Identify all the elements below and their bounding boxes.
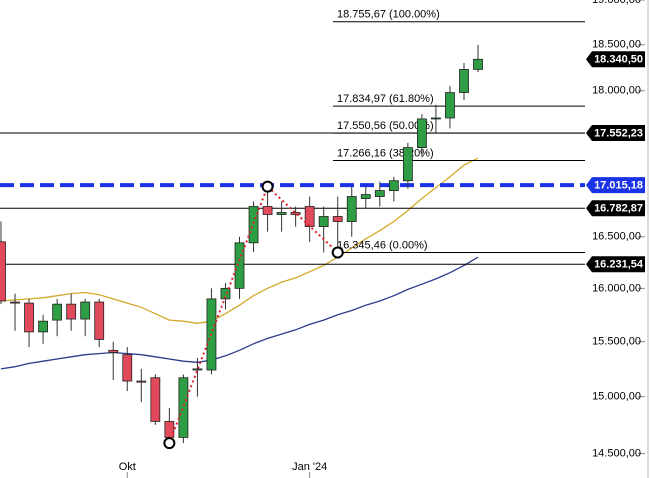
candle-body <box>318 216 329 227</box>
candle-body <box>220 287 231 300</box>
candle-body <box>178 377 189 438</box>
swing-point <box>331 246 344 259</box>
price-tag-label: 17.015,18 <box>594 180 643 192</box>
swing-point <box>163 437 176 450</box>
candle-body <box>80 301 91 320</box>
candle-body <box>416 118 427 149</box>
y-tick-label: 14.500,00 <box>592 447 641 459</box>
candle-body <box>248 206 259 244</box>
price-tag <box>586 200 645 217</box>
candle-body <box>459 69 469 93</box>
candle-body <box>66 303 77 320</box>
y-tick-label: 16.500,00 <box>592 231 641 243</box>
candle-body <box>0 241 6 302</box>
candle-body <box>473 58 483 70</box>
fib-label: 17.266,16 (38.20%) <box>337 147 434 159</box>
candle-body <box>122 354 133 382</box>
candle-body <box>304 206 315 227</box>
candle-body <box>24 302 34 333</box>
candle-body <box>262 206 273 215</box>
candle-body <box>234 242 245 289</box>
y-tick-label: 18.000,00 <box>592 85 641 97</box>
fib-label: 16.345,46 (0.00%) <box>337 239 428 251</box>
candle-body <box>360 194 371 199</box>
fib-label: 17.834,97 (61.80%) <box>337 93 434 105</box>
price-tag <box>586 124 645 141</box>
price-tag-label: 18.340,50 <box>594 54 643 66</box>
swing-line <box>168 184 339 444</box>
candle-body <box>431 117 441 120</box>
candle-body <box>192 368 203 371</box>
y-tick-label: 15.000,00 <box>592 391 641 403</box>
x-tick-label: Okt <box>119 461 136 473</box>
price-tag <box>586 177 645 194</box>
price-tag-label: 16.782,87 <box>594 203 643 215</box>
candle-body <box>150 377 161 422</box>
candle-body <box>10 301 20 304</box>
y-tick-label: 19.000,00 <box>592 0 641 6</box>
price-tag <box>586 51 645 68</box>
moving-average <box>0 157 479 324</box>
price-tag-label: 16.231,54 <box>594 259 644 271</box>
fib-label: 17.550,56 (50.00%) <box>337 120 434 132</box>
candle-body <box>38 320 48 333</box>
candle-body <box>445 92 455 119</box>
candle-body <box>136 380 147 383</box>
swing-point <box>261 180 274 193</box>
candle-body <box>346 196 357 222</box>
price-tag-label: 17.552,23 <box>594 127 643 139</box>
candle-body <box>402 147 413 182</box>
candle-body <box>164 421 175 438</box>
candle-body <box>94 301 105 340</box>
candle-body <box>108 349 119 353</box>
candle-body <box>276 212 287 215</box>
x-tick-label: Jan '24 <box>292 461 327 473</box>
y-tick-label: 18.500,00 <box>592 39 641 51</box>
y-tick-label: 15.500,00 <box>592 336 641 348</box>
candle-body <box>52 303 63 321</box>
fib-label: 18.755,67 (100.00%) <box>337 9 440 21</box>
candle-body <box>290 212 301 215</box>
candle-body <box>388 180 399 191</box>
price-tag <box>586 256 645 273</box>
moving-average <box>0 256 479 370</box>
candle-body <box>374 190 385 197</box>
candle-body <box>332 216 343 222</box>
y-tick-label: 16.000,00 <box>592 282 641 294</box>
